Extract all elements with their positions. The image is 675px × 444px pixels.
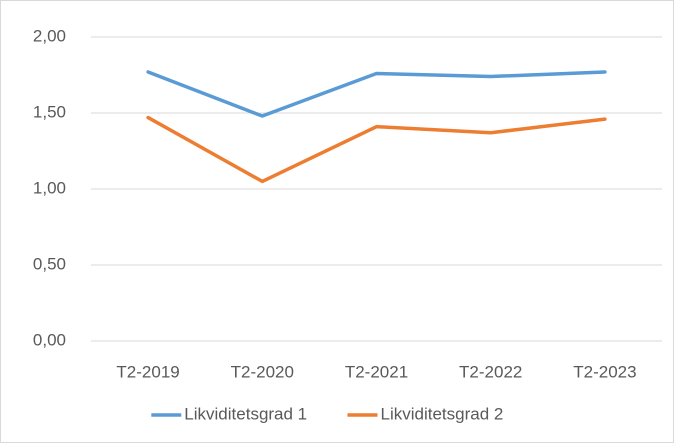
x-tick-label: T2-2019	[116, 362, 179, 381]
legend-label: Likviditetsgrad 2	[381, 404, 504, 423]
series-line	[146, 70, 607, 118]
y-tick-label: 2,00	[33, 26, 66, 45]
legend-label: Likviditetsgrad 1	[184, 404, 307, 423]
y-tick-label: 1,50	[33, 102, 66, 121]
y-tick-label: 0,00	[33, 330, 66, 349]
x-tick-label: T2-2023	[573, 362, 636, 381]
x-tick-label: T2-2020	[231, 362, 294, 381]
series-line	[146, 115, 607, 184]
y-tick-label: 1,00	[33, 178, 66, 197]
x-tick-label: T2-2021	[345, 362, 408, 381]
y-tick-label: 0,50	[33, 254, 66, 273]
x-tick-label: T2-2022	[459, 362, 522, 381]
